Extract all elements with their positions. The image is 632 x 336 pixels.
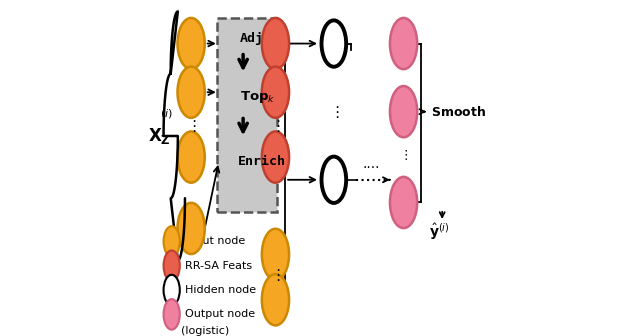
Ellipse shape [262, 67, 289, 118]
Text: $\vdots$: $\vdots$ [270, 118, 281, 134]
Ellipse shape [322, 157, 346, 203]
Text: ····: ···· [363, 161, 380, 175]
Ellipse shape [164, 250, 179, 281]
Text: $\vdots$: $\vdots$ [270, 267, 281, 284]
Text: Output node: Output node [185, 309, 255, 320]
Text: Enrich: Enrich [238, 156, 286, 168]
Text: Adj: Adj [240, 32, 264, 45]
Ellipse shape [390, 86, 417, 137]
Ellipse shape [390, 177, 417, 228]
Text: Input node: Input node [185, 237, 245, 246]
Text: Top$_k$: Top$_k$ [240, 89, 276, 105]
Text: $\mathbf{Smooth}$: $\mathbf{Smooth}$ [431, 105, 486, 119]
Text: Hidden node: Hidden node [185, 285, 256, 295]
Ellipse shape [164, 299, 179, 330]
Ellipse shape [262, 131, 289, 183]
Text: $\vdots$: $\vdots$ [329, 104, 339, 120]
Ellipse shape [178, 203, 205, 254]
Ellipse shape [178, 131, 205, 183]
Text: $\vdots$: $\vdots$ [399, 149, 408, 162]
Ellipse shape [262, 18, 289, 69]
Ellipse shape [322, 20, 346, 67]
Ellipse shape [262, 229, 289, 280]
Text: (logistic): (logistic) [181, 326, 229, 336]
Text: RR-SA Feats: RR-SA Feats [185, 261, 252, 271]
Ellipse shape [390, 18, 417, 69]
Ellipse shape [262, 274, 289, 325]
Ellipse shape [164, 275, 179, 305]
FancyBboxPatch shape [217, 17, 277, 212]
Text: $(i)$: $(i)$ [160, 107, 173, 120]
Ellipse shape [164, 226, 179, 257]
Text: $\mathbf{X_Z}$: $\mathbf{X_Z}$ [149, 126, 171, 146]
Text: $\vdots$: $\vdots$ [186, 118, 197, 134]
Ellipse shape [178, 67, 205, 118]
Text: $\hat{\mathbf{y}}^{(i)}$: $\hat{\mathbf{y}}^{(i)}$ [429, 221, 450, 242]
Ellipse shape [178, 18, 205, 69]
